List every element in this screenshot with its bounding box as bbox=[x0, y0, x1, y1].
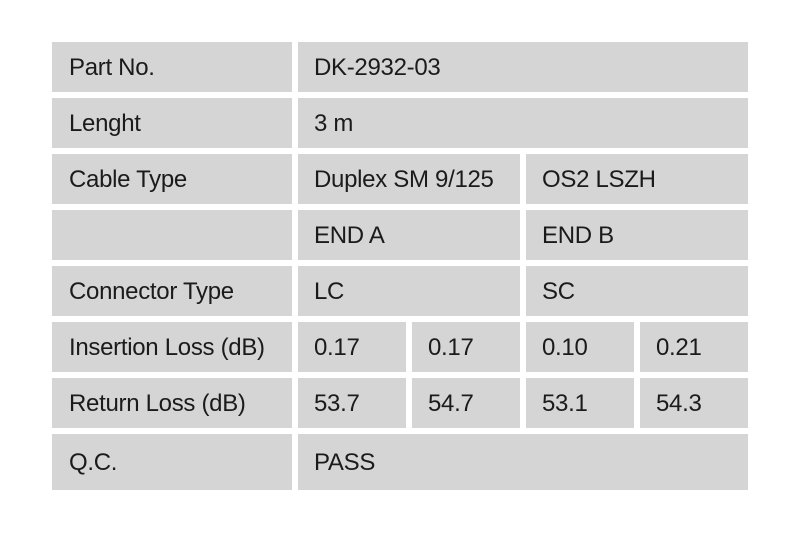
row-label-part-no: Part No. bbox=[52, 42, 292, 92]
value-cell-connector-type-1: SC bbox=[526, 266, 748, 316]
spec-table: Part No. DK-2932-03 Lenght 3 m Cable Type Dup… bbox=[52, 42, 748, 490]
row-label-insertion-loss: Insertion Loss (dB) bbox=[52, 322, 292, 372]
value-cell-insertion-loss-2: 0.10 bbox=[526, 322, 634, 372]
row-label-length: Lenght bbox=[52, 98, 292, 148]
value-cell-connector-type-0: LC bbox=[298, 266, 520, 316]
value-cell-return-loss-1: 54.7 bbox=[412, 378, 520, 428]
row-label-connector-type: Connector Type bbox=[52, 266, 292, 316]
value-cell-qc-0: PASS bbox=[298, 434, 748, 490]
row-label-cable-type: Cable Type bbox=[52, 154, 292, 204]
value-cell-return-loss-0: 53.7 bbox=[298, 378, 406, 428]
value-cell-cable-type-0: Duplex SM 9/125 bbox=[298, 154, 520, 204]
row-label-end-header bbox=[52, 210, 292, 260]
value-cell-return-loss-2: 53.1 bbox=[526, 378, 634, 428]
value-cell-return-loss-3: 54.3 bbox=[640, 378, 748, 428]
value-cell-insertion-loss-0: 0.17 bbox=[298, 322, 406, 372]
value-cell-end-header-0: END A bbox=[298, 210, 520, 260]
value-cell-part-no-0: DK-2932-03 bbox=[298, 42, 748, 92]
row-label-qc: Q.C. bbox=[52, 434, 292, 490]
value-cell-end-header-1: END B bbox=[526, 210, 748, 260]
value-cell-cable-type-1: OS2 LSZH bbox=[526, 154, 748, 204]
value-cell-insertion-loss-1: 0.17 bbox=[412, 322, 520, 372]
value-cell-length-0: 3 m bbox=[298, 98, 748, 148]
row-label-return-loss: Return Loss (dB) bbox=[52, 378, 292, 428]
value-cell-insertion-loss-3: 0.21 bbox=[640, 322, 748, 372]
